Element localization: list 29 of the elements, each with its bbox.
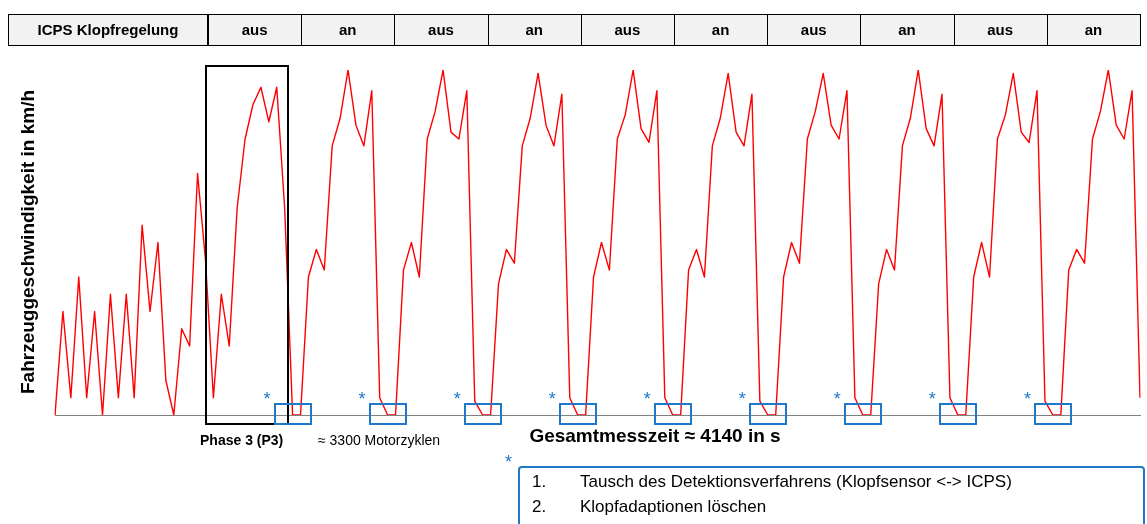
text: an [710, 21, 731, 38]
annotation: * [928, 389, 936, 410]
text: aus [613, 21, 642, 38]
text: * [505, 452, 513, 473]
text: an [1083, 21, 1104, 38]
x-axis-title: Gesamtmesszeit ≈ 4140 in s [529, 425, 781, 447]
text: Tausch des Detektionsverfahrens (Klopfsensor <-> ICPS) [580, 472, 1012, 492]
annotation: * [263, 389, 271, 410]
annotation: * [548, 389, 556, 410]
annotation: * [833, 389, 841, 410]
annotation: * [1023, 389, 1031, 410]
text: an [897, 21, 917, 38]
text: aus [986, 21, 1015, 38]
text: 2. [532, 497, 547, 517]
text: aus [240, 21, 269, 38]
text: an [524, 21, 544, 38]
text: aus [799, 21, 828, 38]
text: ICPS Klopfregelung [36, 21, 180, 38]
text: Klopfadaptionen löschen [580, 497, 767, 517]
text: aus [427, 21, 455, 38]
annotation: * [358, 389, 366, 410]
text: Phase 3 (P3) [200, 432, 284, 448]
text: an [338, 21, 358, 38]
y-axis-title: Fahrzeuggeschwindigkeit in km/h [17, 89, 39, 395]
annotation: * [453, 389, 461, 410]
annotation: * [643, 389, 651, 410]
text: ≈ 3300 Motorzyklen [318, 432, 441, 448]
text: 1. [532, 472, 547, 492]
annotation: * [738, 389, 746, 410]
